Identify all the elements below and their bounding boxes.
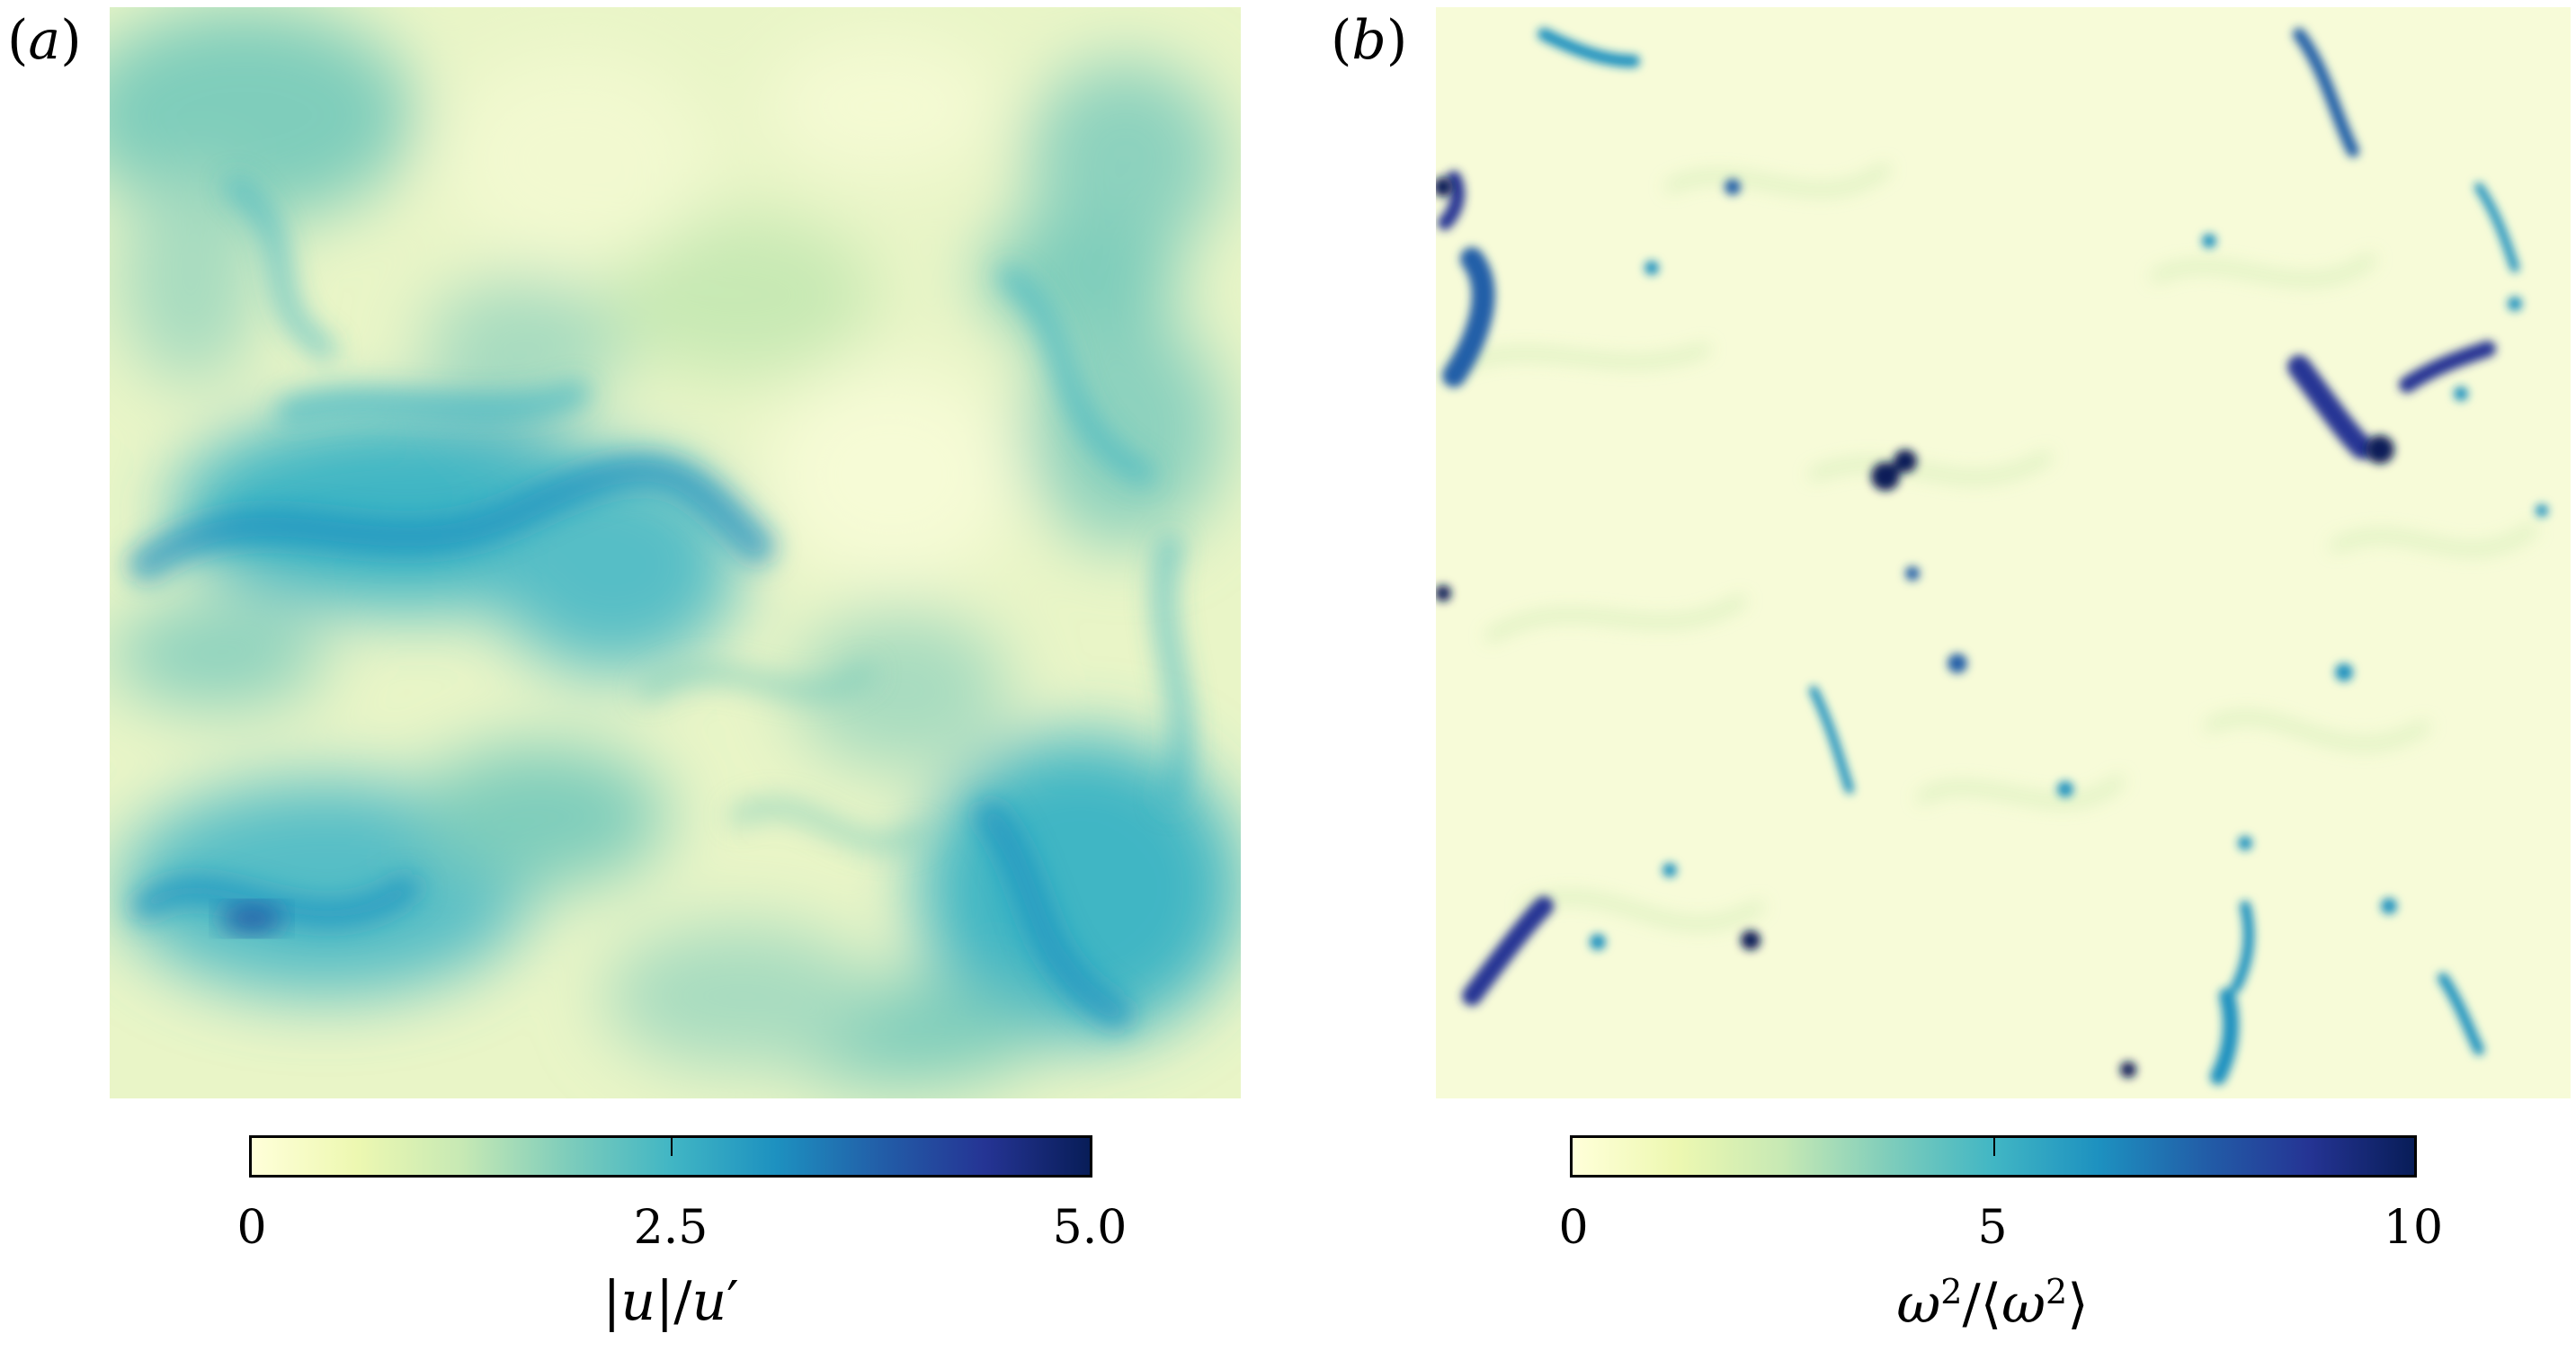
vorticity-field (1436, 7, 2571, 1098)
colorbar-a-tick-label: 2.5 (633, 1201, 709, 1255)
colorbar-a-tick-mid (671, 1138, 673, 1156)
colorbar-b-tick-label: 0 (1558, 1201, 1589, 1255)
colorbar-b-tick-label: 5 (1977, 1201, 2008, 1255)
colorbar-b-tick-label: 10 (2383, 1201, 2444, 1255)
colorbar-b-title: ω2/⟨ω2⟩ (1896, 1272, 2089, 1336)
colorbar-a-tick-label: 0 (236, 1201, 267, 1255)
colorbar-b (1570, 1135, 2417, 1178)
colorbar-a-tick-label: 5.0 (1052, 1201, 1128, 1255)
colorbar-a-title: |u|/u′ (602, 1270, 739, 1333)
panel-label-b: (b) (1331, 9, 1408, 72)
colorbar-a (249, 1135, 1092, 1178)
colorbar-b-tick-mid (1993, 1138, 1995, 1156)
panel-label-a: (a) (7, 9, 82, 72)
velocity-magnitude-field (110, 7, 1241, 1098)
